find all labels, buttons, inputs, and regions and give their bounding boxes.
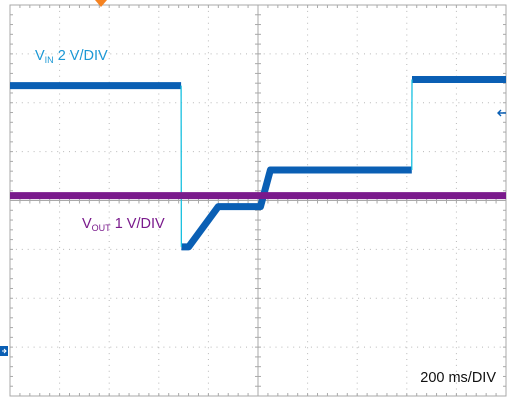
trigger-position-marker bbox=[95, 0, 107, 7]
timebase-label: 200 ms/DIV bbox=[420, 370, 496, 386]
trace-layer bbox=[10, 76, 506, 251]
vout-channel-label: VOUT 1 V/DIV bbox=[82, 216, 165, 233]
vin-ground-arrow-icon bbox=[2, 348, 7, 354]
trace-vin bbox=[10, 76, 506, 251]
vin-channel-label: VIN 2 V/DIV bbox=[35, 48, 108, 65]
trigger-level-arrow-icon bbox=[497, 109, 506, 117]
graticule bbox=[9, 4, 507, 397]
